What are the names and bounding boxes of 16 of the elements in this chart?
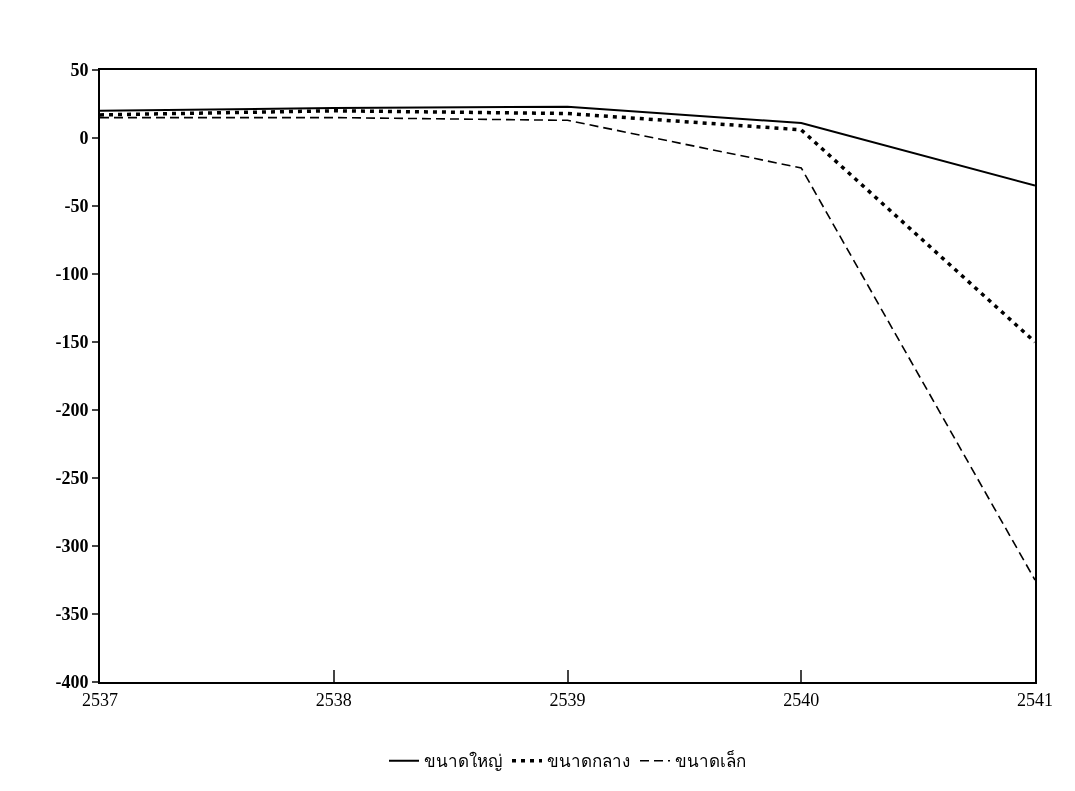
y-tick-label: -150 [55, 332, 89, 353]
y-tick-label: -50 [64, 196, 89, 217]
x-tick-label: 2538 [315, 689, 352, 710]
x-tick-label: 2541 [1017, 689, 1053, 710]
legend-label: ขนาดใหญ่ [424, 751, 502, 772]
y-tick-label: 0 [79, 128, 89, 149]
y-tick-label: -250 [55, 468, 89, 489]
y-tick-label: 50 [70, 60, 89, 81]
y-tick-label: -100 [55, 264, 89, 285]
y-tick-label: -300 [55, 536, 89, 557]
x-tick-label: 2540 [783, 689, 820, 710]
y-tick-label: -350 [55, 604, 89, 625]
legend-label: ขนาดกลาง [547, 751, 630, 772]
x-tick-label: 2539 [549, 689, 586, 710]
legend-label: ขนาดเล็ก [675, 750, 746, 772]
y-tick-label: -200 [55, 400, 89, 421]
